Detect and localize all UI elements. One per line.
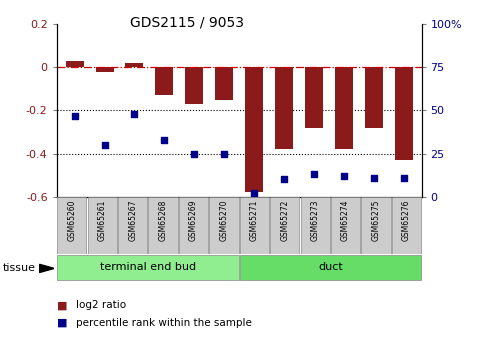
Text: GSM65276: GSM65276	[402, 199, 411, 241]
Point	[131, 111, 139, 117]
Text: tissue: tissue	[2, 264, 35, 273]
Bar	[240, 197, 269, 254]
Point	[370, 175, 378, 180]
Text: GSM65270: GSM65270	[219, 199, 228, 241]
Bar	[66, 61, 84, 67]
Point	[340, 173, 348, 179]
Bar	[215, 67, 233, 100]
Text: duct: duct	[318, 262, 343, 272]
Bar	[148, 197, 177, 254]
Point	[190, 151, 198, 156]
Text: ■: ■	[57, 300, 67, 310]
Bar	[361, 197, 390, 254]
Bar	[331, 197, 360, 254]
Point	[220, 151, 228, 156]
Point	[101, 142, 108, 148]
Text: GSM65268: GSM65268	[159, 199, 168, 241]
Point	[310, 171, 318, 177]
Bar	[185, 67, 203, 104]
Text: ■: ■	[57, 318, 67, 327]
Bar	[392, 197, 421, 254]
Bar	[179, 197, 208, 254]
Point	[280, 177, 288, 182]
Point	[400, 175, 408, 180]
Text: GSM65261: GSM65261	[98, 199, 107, 241]
Point	[250, 190, 258, 196]
Text: log2 ratio: log2 ratio	[76, 300, 127, 310]
Text: GSM65269: GSM65269	[189, 199, 198, 241]
Text: GSM65260: GSM65260	[68, 199, 76, 241]
Bar	[118, 197, 147, 254]
Bar	[155, 67, 174, 95]
Text: GSM65271: GSM65271	[250, 199, 259, 241]
Point	[70, 113, 78, 118]
Bar	[210, 197, 239, 254]
Text: GDS2115 / 9053: GDS2115 / 9053	[130, 16, 245, 30]
Text: terminal end bud: terminal end bud	[100, 262, 196, 272]
Point	[160, 137, 168, 142]
Bar	[365, 67, 383, 128]
Text: GSM65275: GSM65275	[371, 199, 381, 241]
Bar	[270, 197, 299, 254]
Bar	[57, 197, 86, 254]
Bar	[88, 197, 117, 254]
Bar	[394, 67, 413, 160]
Bar	[275, 67, 293, 149]
Text: percentile rank within the sample: percentile rank within the sample	[76, 318, 252, 327]
Bar	[301, 197, 330, 254]
Text: GSM65273: GSM65273	[311, 199, 319, 241]
Text: GSM65267: GSM65267	[128, 199, 137, 241]
Bar	[305, 67, 323, 128]
Bar	[57, 255, 239, 280]
Text: GSM65274: GSM65274	[341, 199, 350, 241]
Text: GSM65272: GSM65272	[280, 199, 289, 241]
Bar	[335, 67, 352, 149]
Bar	[126, 63, 143, 67]
Bar	[240, 255, 421, 280]
Bar	[245, 67, 263, 193]
Polygon shape	[39, 264, 54, 273]
Bar	[96, 67, 113, 72]
